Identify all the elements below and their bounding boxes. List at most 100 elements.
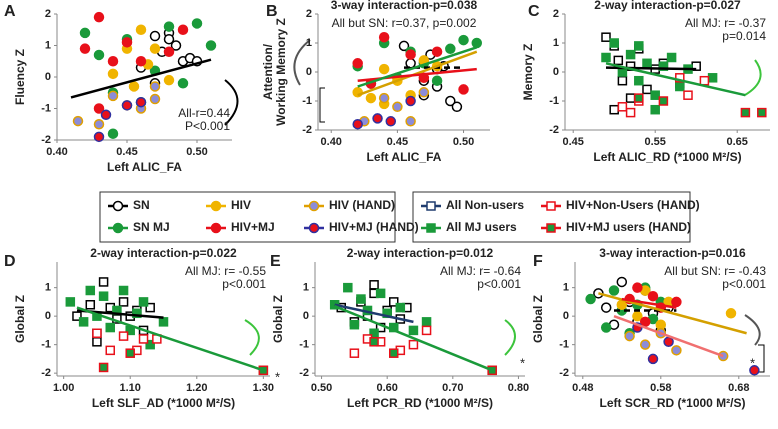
data-point: [163, 33, 175, 45]
data-point: [642, 84, 652, 95]
y-tick-label: -1: [302, 95, 312, 107]
data-point: [647, 353, 659, 365]
data-point: [369, 280, 379, 290]
data-point: [369, 337, 379, 347]
data-point: [92, 337, 102, 347]
data-point: [170, 40, 182, 51]
x-tick-label: 0.70: [442, 382, 463, 394]
x-axis-label: Left ALIC_RD (*1000 M²/S): [593, 150, 741, 164]
legend-marker: [112, 222, 124, 234]
data-point: [79, 43, 91, 54]
y-axis-label: Attention/: [261, 43, 275, 100]
data-point: [389, 348, 399, 358]
x-axis-label: Left SCR_RD (*1000 M²/S): [599, 396, 745, 410]
y-tick-label: -1: [549, 95, 559, 107]
data-point: [421, 317, 432, 327]
data-point: [135, 96, 147, 108]
annotation: p<0.001: [222, 277, 266, 291]
legend-marker: [308, 200, 320, 212]
legend-marker: [426, 201, 436, 211]
fit-line: [621, 297, 677, 309]
y-tick-label: -2: [41, 367, 51, 379]
data-point: [107, 90, 119, 102]
x-tick-label: 0.45: [116, 146, 137, 158]
data-point: [65, 297, 76, 307]
panel-letter: A: [4, 3, 16, 20]
legend-label: HIV: [231, 198, 251, 212]
fit-line: [334, 303, 414, 324]
y-tick-label: 1: [563, 282, 569, 294]
data-point: [378, 92, 390, 104]
data-point: [639, 316, 651, 328]
x-tick-label: 1.10: [120, 382, 141, 394]
data-point: [132, 308, 142, 319]
data-point: [625, 93, 636, 103]
data-point: [138, 297, 149, 307]
data-point: [609, 104, 619, 115]
y-tick-label: 0: [303, 310, 309, 322]
y-tick-label: 0: [45, 310, 51, 322]
data-point: [149, 43, 161, 54]
data-point: [650, 90, 660, 100]
x-tick-label: 0.50: [311, 382, 332, 394]
data-point: [389, 297, 399, 307]
legend-marker: [308, 222, 320, 234]
y-tick-label: -2: [299, 367, 309, 379]
data-point: [408, 325, 419, 336]
data-point: [639, 339, 651, 350]
annotation: P<0.001: [185, 119, 230, 133]
data-point: [609, 38, 619, 48]
data-point: [98, 291, 109, 301]
fit-line: [334, 305, 493, 372]
fit-line: [357, 50, 478, 97]
data-point: [105, 345, 115, 356]
note: *: [275, 369, 280, 384]
y-tick-label: 0: [306, 66, 312, 78]
x-axis-label: Left ALIC_FA: [107, 160, 182, 174]
arrow: [293, 39, 311, 86]
arrow: [744, 314, 761, 346]
data-point: [352, 87, 363, 98]
y-tick-label: -2: [559, 367, 569, 379]
x-tick-label: 0.58: [650, 382, 671, 394]
legend-marker: [112, 200, 124, 212]
x-tick-label: 0.40: [46, 146, 67, 158]
data-point: [617, 75, 628, 86]
legend-marker: [210, 222, 222, 234]
y-tick-label: 1: [45, 282, 51, 294]
data-point: [445, 95, 456, 107]
data-point: [149, 30, 161, 42]
data-point: [725, 308, 737, 319]
fit-line: [613, 314, 724, 358]
fit-line: [605, 62, 746, 97]
data-point: [658, 61, 669, 71]
data-point: [445, 43, 456, 55]
y-tick-label: 1: [45, 39, 51, 51]
data-point: [431, 46, 443, 57]
annotation: p<0.001: [722, 277, 766, 291]
data-point: [121, 37, 133, 48]
arrow: [504, 319, 516, 356]
data-point: [92, 328, 102, 338]
panel-letter: E: [270, 253, 281, 270]
y-axis-label: Memory Z: [521, 44, 535, 101]
data-point: [458, 84, 469, 95]
data-point: [408, 339, 419, 350]
annotation: p<0.001: [477, 277, 521, 291]
data-point: [431, 75, 443, 86]
data-point: [100, 109, 112, 121]
data-point: [375, 288, 386, 299]
panel-letter: F: [533, 253, 543, 270]
data-point: [642, 58, 652, 69]
y-tick-label: -2: [41, 134, 51, 146]
panel-title: 3-way interaction-p=0.016: [599, 246, 746, 260]
fit-line: [357, 67, 477, 82]
data-point: [405, 116, 416, 127]
data-point: [378, 31, 390, 43]
data-point: [471, 37, 483, 49]
legend-box: [412, 191, 691, 243]
annotation: All MJ: r= -0.55: [185, 264, 266, 278]
legend-label: HIV+Non-Users (HAND): [566, 198, 700, 212]
data-point: [138, 334, 149, 344]
x-tick-label: 0.55: [644, 136, 665, 148]
